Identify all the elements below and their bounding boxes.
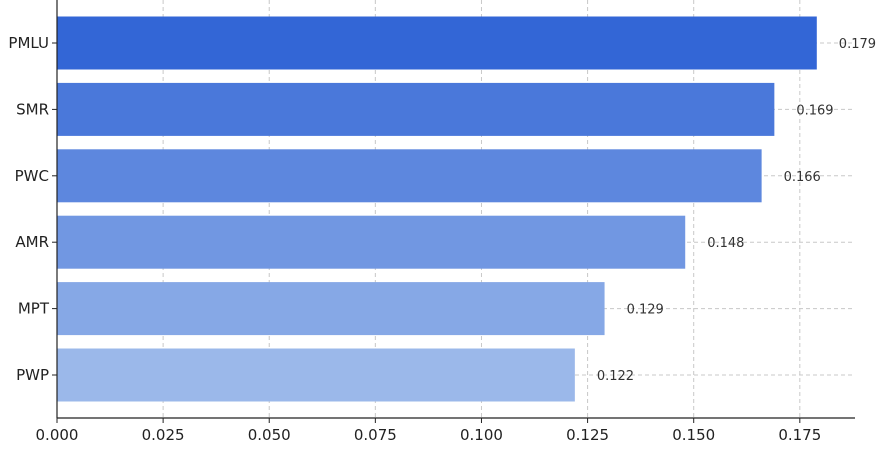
category-label-mpt: MPT [18,300,50,318]
bar-smr [57,82,775,136]
x-tick-label-1: 0.025 [142,426,185,444]
label-layer: 0.000 0.025 0.050 0.075 0.100 0.125 0.150 0.175… [8,34,876,444]
category-label-smr: SMR [16,100,49,118]
value-label-mpt: 0.129 [627,303,664,318]
value-label-amr: 0.148 [707,236,744,251]
value-label-pmlu: 0.179 [839,37,876,52]
category-label-pwp: PWP [16,366,49,384]
bar-layer [57,16,817,402]
value-label-smr: 0.169 [796,103,833,118]
value-label-pwp: 0.122 [597,369,634,384]
x-tick-label-2: 0.050 [248,426,291,444]
category-label-pwc: PWC [15,167,49,185]
x-tick-label-7: 0.175 [778,426,821,444]
x-tick-label-3: 0.075 [354,426,397,444]
bar-mpt [57,282,605,336]
bar-amr [57,215,686,269]
bar-pwc [57,149,762,203]
x-tick-label-6: 0.150 [672,426,715,444]
category-label-pmlu: PMLU [8,34,49,52]
bar-pmlu [57,16,817,70]
axis-layer [52,0,855,423]
bar-pwp [57,348,575,402]
x-tick-label-0: 0.000 [36,426,79,444]
value-label-pwc: 0.166 [784,170,821,185]
x-tick-label-4: 0.100 [460,426,503,444]
category-label-amr: AMR [15,233,49,251]
x-tick-label-5: 0.125 [566,426,609,444]
